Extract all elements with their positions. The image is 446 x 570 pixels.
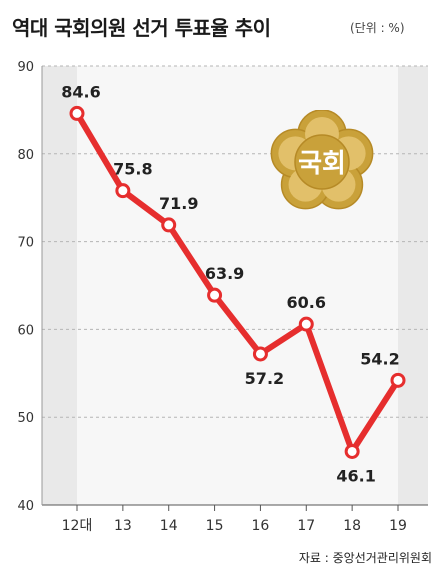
data-point <box>161 217 177 233</box>
emblem-core <box>294 134 350 190</box>
x-tick-label: 19 <box>389 518 407 534</box>
unit-label: (단위 : %) <box>350 21 405 35</box>
series-line <box>74 110 401 455</box>
data-point <box>252 346 268 362</box>
y-tick-label: 80 <box>17 148 34 163</box>
data-label: 46.1 <box>336 466 375 485</box>
data-point <box>298 316 314 332</box>
data-label: 84.6 <box>61 82 100 101</box>
data-point <box>390 372 406 388</box>
source-note: 자료 : 중앙선거관리위원회 <box>298 551 432 565</box>
data-label: 75.8 <box>113 160 152 179</box>
data-point <box>207 287 223 303</box>
data-label: 63.9 <box>205 264 244 283</box>
x-tick-label: 17 <box>297 518 315 534</box>
data-point <box>69 105 85 121</box>
x-tick-label: 14 <box>160 518 178 534</box>
y-tick-label: 90 <box>17 60 34 75</box>
data-label: 54.2 <box>360 349 399 368</box>
data-point <box>344 443 360 459</box>
data-point <box>115 183 131 199</box>
data-label: 57.2 <box>245 369 284 388</box>
y-tick-label: 60 <box>17 323 34 338</box>
x-tick-label: 12대 <box>62 518 93 534</box>
data-label: 60.6 <box>287 293 326 312</box>
x-tick-label: 18 <box>343 518 361 534</box>
y-tick-label: 50 <box>17 411 34 426</box>
x-tick-label: 15 <box>206 518 224 534</box>
data-label: 71.9 <box>159 194 198 213</box>
chart-title: 역대 국회의원 선거 투표율 추이 <box>12 16 271 40</box>
x-tick-label: 13 <box>114 518 132 534</box>
national-assembly-emblem: 국회 <box>270 110 374 210</box>
emblem-text: 국회 <box>298 149 346 179</box>
y-tick-label: 40 <box>17 499 34 514</box>
x-tick-label: 16 <box>252 518 270 534</box>
y-tick-label: 70 <box>17 236 34 251</box>
